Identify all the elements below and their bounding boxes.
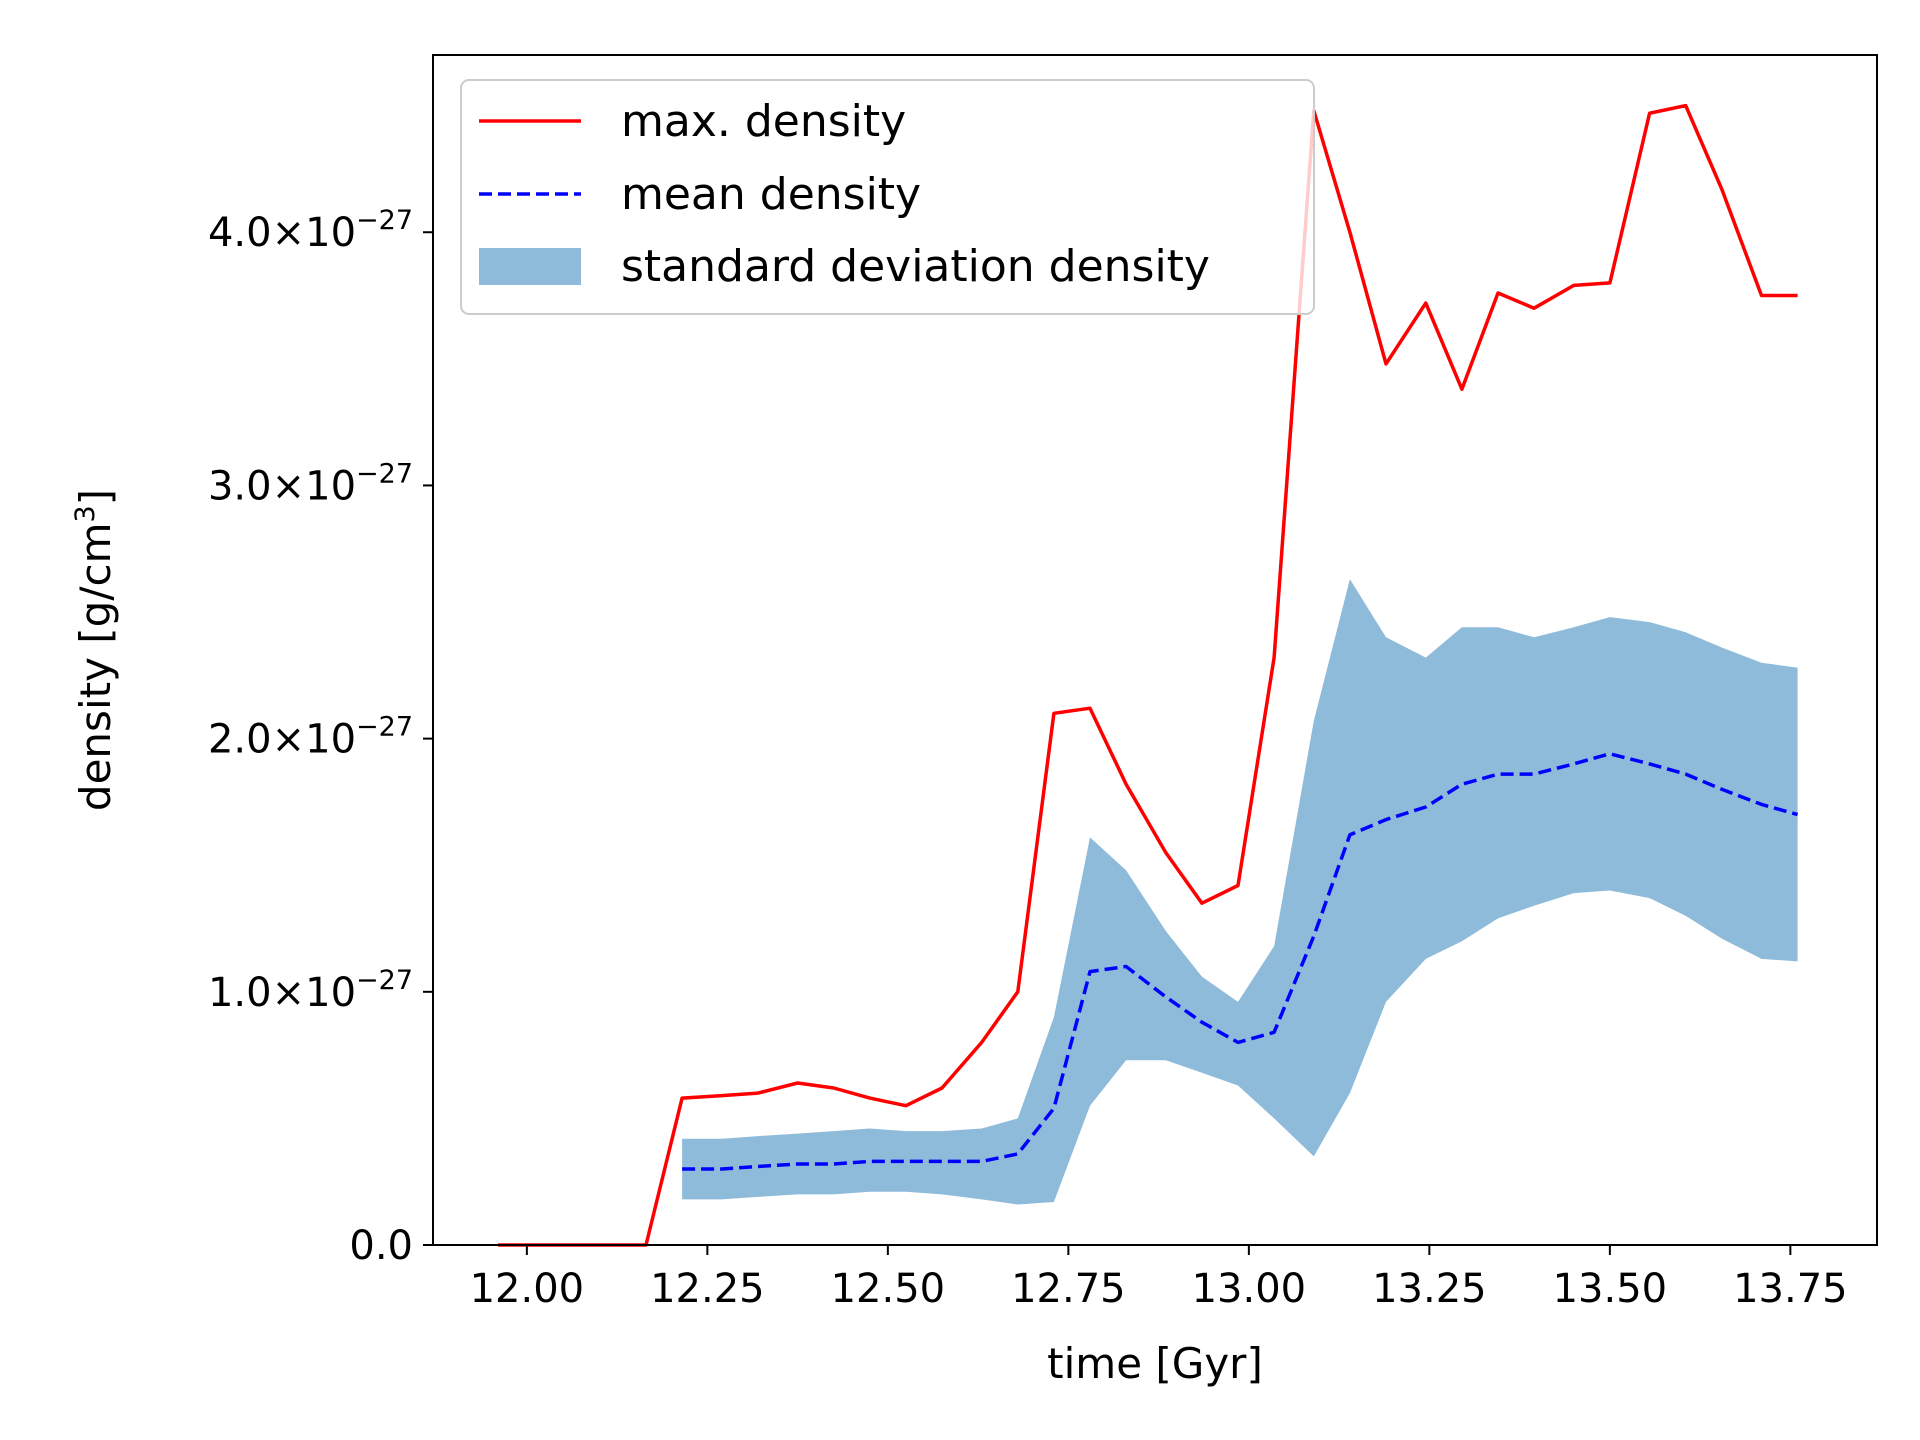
legend-label-mean-density: mean density — [621, 169, 921, 220]
legend-label-max-density: max. density — [621, 96, 906, 147]
plot-area — [498, 103, 1799, 1247]
std-density-band — [682, 579, 1798, 1205]
x-tick-label: 13.25 — [1372, 1266, 1487, 1312]
x-tick-label: 12.50 — [831, 1266, 946, 1312]
axes-frame — [432, 54, 1878, 1246]
y-axis-label-text: density [g/cm — [71, 523, 120, 812]
y-tick-label: 4.0×10−27 — [208, 205, 413, 256]
y-tick-label: 0.0 — [349, 1223, 413, 1269]
y-tick-label: 3.0×10−27 — [208, 458, 413, 509]
x-tick-label: 13.50 — [1553, 1266, 1668, 1312]
legend: max. density mean density standard devia… — [460, 79, 1315, 315]
x-tick-label: 12.00 — [470, 1266, 585, 1312]
ticks: 12.00 12.25 12.50 12.75 13.00 13.25 13.50 13.75… — [208, 205, 1848, 1312]
x-tick-label: 13.75 — [1733, 1266, 1848, 1312]
x-tick-label: 12.75 — [1011, 1266, 1126, 1312]
y-axis-label: density [g/cm3] — [70, 489, 120, 811]
y-axis-label-superscript: 3 — [70, 505, 101, 522]
mean-density-line — [682, 752, 1799, 1171]
legend-swatch-std-density — [479, 248, 581, 285]
y-axis-label-suffix: ] — [71, 489, 120, 505]
y-tick-label: 2.0×10−27 — [208, 712, 413, 763]
legend-label-std-density: standard deviation density — [621, 241, 1210, 292]
x-tick-label: 13.00 — [1192, 1266, 1307, 1312]
x-axis-label: time [Gyr] — [1047, 1339, 1263, 1388]
legend-box — [460, 79, 1315, 315]
x-tick-label: 12.25 — [650, 1266, 765, 1312]
y-tick-label: 1.0×10−27 — [208, 965, 413, 1016]
max-density-line — [498, 103, 1798, 1247]
